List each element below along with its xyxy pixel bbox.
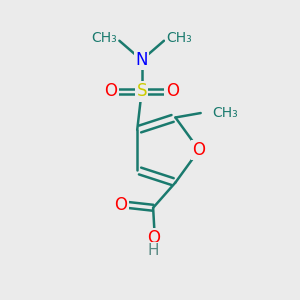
Text: O: O	[166, 82, 179, 100]
Text: O: O	[193, 141, 206, 159]
Text: CH₃: CH₃	[166, 31, 192, 45]
Text: N: N	[135, 51, 148, 69]
Text: O: O	[105, 82, 118, 100]
Text: CH₃: CH₃	[91, 31, 117, 45]
Text: O: O	[147, 229, 160, 247]
Text: H: H	[147, 243, 159, 258]
Text: S: S	[136, 82, 147, 100]
Text: O: O	[115, 196, 128, 214]
Text: CH₃: CH₃	[213, 106, 238, 120]
